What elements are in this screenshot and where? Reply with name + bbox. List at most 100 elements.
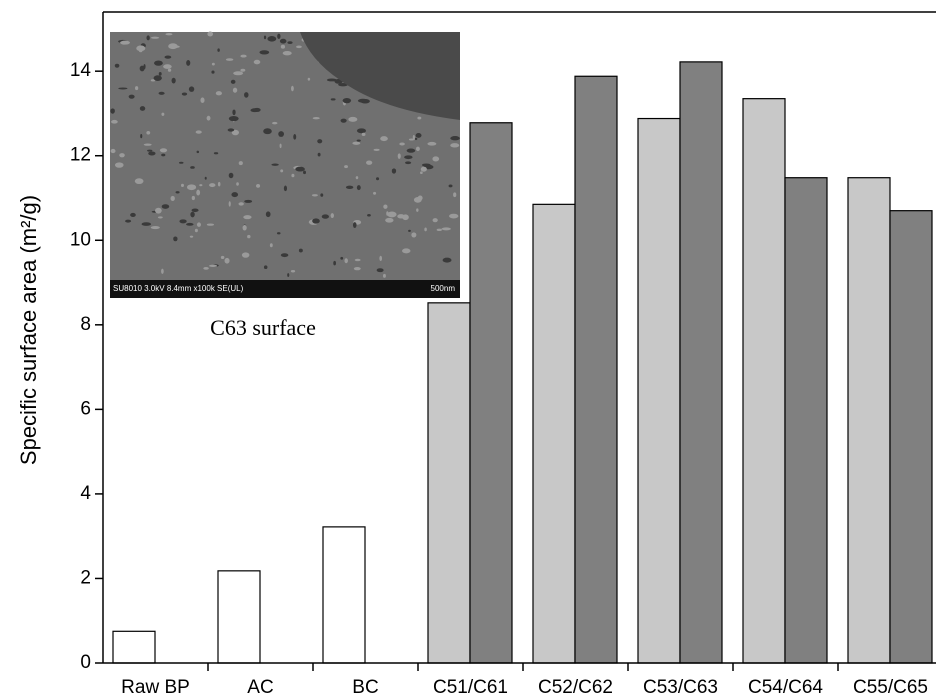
texture — [153, 75, 162, 82]
texture — [228, 115, 239, 122]
y-tick-label: 12 — [70, 145, 91, 166]
y-tick-label: 0 — [80, 652, 91, 673]
texture — [236, 182, 239, 186]
texture — [256, 183, 261, 188]
texture — [150, 79, 156, 82]
texture — [311, 194, 318, 197]
texture — [110, 108, 115, 114]
y-axis-label: Specific surface area (m²/g) — [16, 195, 41, 465]
y-tick-label: 6 — [80, 398, 91, 419]
texture — [387, 211, 397, 218]
y-tick-label: 2 — [80, 567, 91, 588]
texture — [118, 87, 128, 90]
scale-label: 500nm — [431, 284, 456, 293]
texture — [348, 116, 358, 122]
texture — [253, 59, 261, 65]
texture — [188, 86, 195, 92]
texture — [307, 77, 311, 81]
bar — [217, 570, 261, 664]
texture — [178, 161, 184, 164]
texture — [397, 214, 405, 219]
texture — [143, 64, 146, 70]
texture — [354, 258, 361, 262]
y-tick-label: 14 — [70, 60, 92, 81]
texture — [161, 204, 170, 209]
texture — [228, 172, 234, 179]
y-tick-label: 4 — [80, 483, 91, 504]
texture — [110, 148, 116, 154]
texture — [181, 92, 188, 96]
texture — [450, 143, 460, 148]
texture — [420, 171, 423, 175]
texture — [357, 98, 368, 103]
texture — [128, 94, 135, 99]
texture — [130, 212, 136, 218]
texture — [282, 50, 292, 56]
texture — [170, 195, 175, 202]
texture — [150, 226, 160, 230]
texture — [148, 151, 156, 156]
texture — [280, 44, 286, 49]
texture — [243, 215, 252, 220]
texture — [373, 148, 380, 152]
texture — [367, 213, 371, 217]
texture — [272, 121, 278, 125]
texture — [159, 148, 168, 153]
bar — [427, 302, 471, 664]
texture — [344, 165, 348, 169]
y-tick-label: 10 — [70, 229, 91, 250]
texture — [356, 128, 366, 134]
texture — [240, 68, 246, 72]
texture — [291, 173, 295, 178]
texture — [150, 36, 160, 39]
texture — [158, 72, 162, 76]
texture — [340, 256, 344, 260]
texture — [408, 138, 415, 141]
texture — [397, 153, 401, 159]
texture — [265, 211, 271, 218]
texture — [353, 266, 361, 271]
texture — [157, 216, 163, 219]
bar — [532, 203, 576, 664]
image-info: SU8010 3.0kV 8.4mm x100k SE(UL) — [113, 284, 244, 293]
texture — [453, 192, 457, 198]
texture — [408, 229, 411, 232]
texture — [161, 268, 164, 274]
texture — [317, 139, 323, 144]
texture — [238, 202, 244, 206]
texture — [333, 260, 336, 266]
texture — [191, 195, 195, 201]
texture — [139, 65, 145, 72]
texture — [436, 228, 442, 232]
texture — [280, 169, 284, 173]
texture — [224, 257, 230, 264]
texture — [119, 153, 125, 158]
texture — [259, 50, 270, 55]
texture — [356, 185, 361, 191]
texture — [330, 98, 336, 101]
texture — [170, 45, 180, 48]
texture — [379, 255, 383, 261]
texture — [147, 149, 153, 152]
texture — [175, 191, 180, 194]
x-tick-label: BC — [352, 677, 378, 698]
texture — [207, 31, 214, 37]
texture — [366, 160, 373, 165]
texture — [161, 153, 166, 157]
texture — [376, 268, 384, 273]
texture — [376, 177, 380, 181]
texture — [244, 199, 253, 203]
x-tick-label: Raw BP — [121, 677, 190, 698]
bar — [112, 630, 156, 664]
texture — [190, 166, 195, 169]
texture — [402, 248, 411, 254]
texture — [165, 33, 173, 36]
bar — [847, 177, 891, 664]
texture — [203, 267, 209, 270]
texture — [287, 273, 290, 277]
texture — [380, 136, 388, 142]
texture — [382, 273, 386, 278]
texture — [189, 235, 194, 238]
texture — [406, 148, 416, 153]
texture — [424, 227, 427, 232]
